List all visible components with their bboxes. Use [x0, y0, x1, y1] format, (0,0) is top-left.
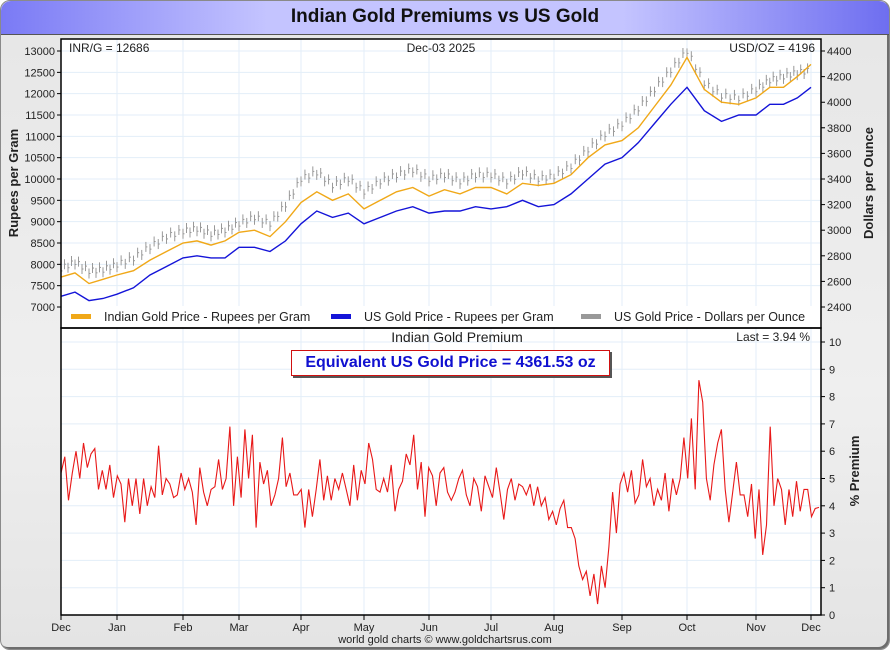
premium-tick-label: 7 — [829, 419, 835, 431]
month-tick-label: Jan — [108, 622, 126, 634]
premium-tick-label: 4 — [829, 501, 835, 513]
month-tick-label: Sep — [612, 622, 632, 634]
month-tick-label: Apr — [292, 622, 309, 634]
us-dollar-bars — [60, 48, 810, 279]
month-tick-label: Dec — [51, 622, 71, 634]
left-axis-title: Rupees per Gram — [6, 129, 21, 237]
month-tick-label: Feb — [174, 622, 193, 634]
right-axis-title: Dollars per Ounce — [861, 127, 876, 239]
left-tick-label: 8000 — [31, 259, 55, 271]
right-tick-label: 4200 — [827, 72, 851, 84]
month-tick-label: May — [354, 622, 375, 634]
premium-tick-label: 6 — [829, 446, 835, 458]
premium-tick-label: 2 — [829, 555, 835, 567]
month-tick-label: Jun — [420, 622, 438, 634]
right-tick-label: 3200 — [827, 200, 851, 212]
premium-tick-label: 10 — [829, 337, 841, 349]
left-tick-label: 13000 — [24, 46, 55, 58]
right-tick-label: 3400 — [827, 174, 851, 186]
month-tick-label: Dec — [801, 622, 821, 634]
left-tick-label: 11000 — [25, 131, 55, 143]
indian-gold-line — [60, 55, 812, 285]
right-tick-label: 3800 — [827, 123, 851, 135]
right-tick-label: 3600 — [827, 148, 851, 160]
right-tick-label: 2400 — [827, 302, 851, 314]
premium-tick-label: 9 — [829, 364, 835, 376]
legend-background — [62, 306, 820, 327]
left-tick-label: 7500 — [31, 281, 55, 293]
left-tick-label: 9000 — [31, 217, 55, 229]
right-tick-label: 3000 — [827, 225, 851, 237]
left-tick-label: 8500 — [31, 238, 55, 250]
month-tick-label: Mar — [230, 622, 249, 634]
premium-axis-title: % Premium — [847, 436, 862, 507]
month-tick-label: Aug — [544, 622, 564, 634]
month-tick-label: Nov — [746, 622, 766, 634]
left-tick-label: 10500 — [24, 153, 55, 165]
legend-swatch-0 — [71, 314, 91, 319]
premium-tick-label: 1 — [829, 583, 835, 595]
month-tick-label: Oct — [678, 622, 695, 634]
premium-tick-label: 3 — [829, 528, 835, 540]
us-gold-rupees-line — [60, 86, 812, 302]
equivalent-price-box: Equivalent US Gold Price = 4361.53 oz — [291, 350, 610, 376]
month-tick-label: Jul — [484, 622, 498, 634]
left-tick-label: 12500 — [24, 67, 55, 79]
left-tick-label: 10000 — [24, 174, 55, 186]
last-premium-readout: Last = 3.94 % — [736, 330, 810, 344]
left-tick-label: 12000 — [24, 89, 55, 101]
left-tick-label: 11500 — [25, 110, 55, 122]
inr-per-gram-readout: INR/G = 12686 — [69, 41, 150, 55]
upper-plot-area — [61, 39, 821, 328]
legend-swatch-2 — [581, 314, 601, 319]
left-tick-label: 7000 — [31, 302, 55, 314]
premium-tick-label: 0 — [829, 610, 835, 622]
right-tick-label: 4400 — [827, 46, 851, 58]
date-readout: Dec-03 2025 — [407, 41, 476, 55]
right-tick-label: 4000 — [827, 97, 851, 109]
premium-tick-label: 5 — [829, 474, 835, 486]
usd-per-ounce-readout: USD/OZ = 4196 — [729, 41, 815, 55]
right-tick-label: 2800 — [827, 251, 851, 263]
legend-label-1: US Gold Price - Rupees per Gram — [364, 310, 554, 324]
chart-title: Indian Gold Premiums vs US Gold — [290, 6, 600, 27]
left-tick-label: 9500 — [31, 195, 55, 207]
legend-label-2: US Gold Price - Dollars per Ounce — [614, 310, 805, 324]
lower-plot-border — [60, 327, 822, 616]
title-bar: Indian Gold Premiums vs US Gold — [1, 1, 889, 35]
footer-credit: world gold charts © www.goldchartsrus.co… — [338, 634, 552, 646]
right-tick-label: 2600 — [827, 276, 851, 288]
legend-label-0: Indian Gold Price - Rupees per Gram — [104, 310, 310, 324]
legend-swatch-1 — [331, 314, 351, 319]
premium-tick-label: 8 — [829, 392, 835, 404]
premium-panel-title: Indian Gold Premium — [391, 329, 523, 345]
premium-line — [60, 380, 820, 605]
